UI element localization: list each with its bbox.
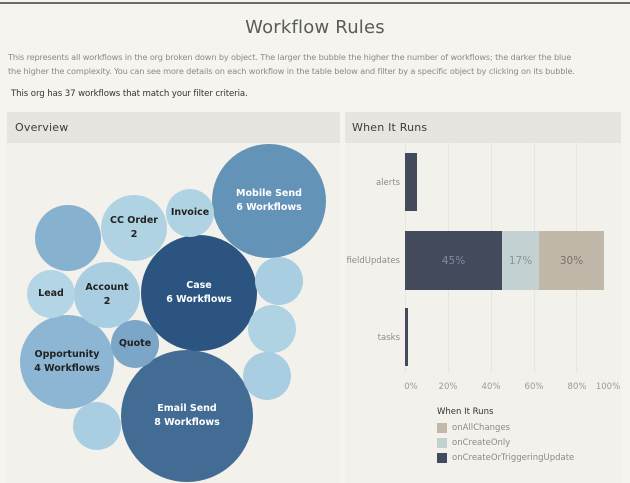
x-tick: 40%: [481, 382, 501, 392]
page-title: Workflow Rules: [245, 17, 385, 38]
bubble-label: Case: [186, 280, 212, 291]
y-label-tasks: tasks: [377, 333, 400, 343]
legend-swatch: [437, 422, 447, 433]
segment-onallchanges[interactable]: 30%: [539, 231, 604, 290]
bubble-count: 6 Workflows: [236, 202, 302, 213]
bubble-lead[interactable]: Lead: [27, 270, 75, 318]
bubble-unlabeled-12[interactable]: [243, 352, 291, 400]
filter-summary: This org has 37 workflows that match you…: [11, 89, 248, 99]
bubble-unlabeled-10[interactable]: [255, 257, 303, 305]
bubble-count: 2: [103, 296, 111, 307]
data-label: 30%: [559, 254, 584, 267]
bar-fieldupdates[interactable]: 45% 17% 30%: [405, 231, 604, 290]
bubble-label: Mobile Send: [236, 188, 302, 199]
bar-alerts-oncreateortriggeringupdate[interactable]: [405, 153, 417, 211]
bubble-invoice[interactable]: Invoice: [166, 189, 214, 237]
y-label-alerts: alerts: [375, 178, 400, 188]
bubble-label: CC Order: [110, 215, 158, 226]
legend-label: onCreateOrTriggeringUpdate: [452, 452, 575, 463]
bubble-label: Account: [85, 282, 129, 293]
description-line-2: the higher the complexity. You can see m…: [8, 66, 575, 76]
bubble-quote[interactable]: Quote: [111, 320, 159, 368]
overview-header: Overview: [7, 112, 340, 143]
legend-title: When It Runs: [437, 407, 494, 417]
x-tick: 60%: [524, 382, 544, 392]
bubble-opportunity[interactable]: Opportunity 4 Workflows: [20, 315, 114, 409]
segment-oncreateortriggeringupdate[interactable]: 45%: [405, 231, 502, 290]
bubble-cc-order[interactable]: CC Order 2: [101, 195, 167, 261]
x-tick: 20%: [438, 382, 458, 392]
legend-swatch: [437, 437, 447, 448]
bubble-count: 4 Workflows: [34, 363, 100, 374]
legend-swatch: [437, 452, 447, 463]
y-label-fieldupdates: fieldUpdates: [346, 256, 400, 266]
bubble-label: Invoice: [170, 207, 210, 218]
bar-tasks-oncreateortriggeringupdate[interactable]: [405, 308, 408, 366]
bubble-case[interactable]: Case 6 Workflows: [141, 235, 257, 351]
bubble-count: 2: [130, 229, 138, 240]
description-line-1: This represents all workflows in the org…: [8, 52, 572, 62]
legend-item-onallchanges[interactable]: onAllChanges: [437, 420, 574, 435]
data-label: 17%: [508, 254, 533, 267]
legend: When It Runs onAllChanges onCreateOnly o…: [437, 407, 574, 465]
x-tick: 80%: [567, 382, 587, 392]
x-tick: 0%: [404, 382, 418, 392]
bubble-unlabeled-11[interactable]: [248, 305, 296, 353]
bubble-label: Lead: [38, 288, 64, 299]
bubble-label: Opportunity: [34, 349, 100, 360]
legend-item-oncreateonly[interactable]: onCreateOnly: [437, 435, 574, 450]
bubble-unlabeled-4[interactable]: [35, 205, 101, 271]
page-description: This represents all workflows in the org…: [8, 50, 628, 78]
bubble-count: 6 Workflows: [166, 294, 232, 305]
bubble-count: 8 Workflows: [154, 417, 220, 428]
legend-label: onCreateOnly: [452, 437, 511, 448]
x-tick: 100%: [595, 382, 621, 392]
bubble-email-send[interactable]: Email Send 8 Workflows: [121, 350, 253, 482]
bubble-mobile-send[interactable]: Mobile Send 6 Workflows: [212, 144, 326, 258]
top-border: [0, 2, 630, 4]
bubble-unlabeled-13[interactable]: [73, 402, 121, 450]
legend-item-oncreateortriggeringupdate[interactable]: onCreateOrTriggeringUpdate: [437, 450, 574, 465]
bubble-label: Quote: [118, 338, 152, 349]
segment-oncreateonly[interactable]: 17%: [502, 231, 539, 290]
when-it-runs-header: When It Runs: [345, 112, 621, 143]
data-label: 45%: [441, 254, 466, 267]
legend-label: onAllChanges: [452, 422, 511, 433]
when-it-runs-panel: When It Runs: [345, 112, 621, 483]
bubble-account[interactable]: Account 2: [74, 262, 140, 328]
bubble-label: Email Send: [157, 403, 217, 414]
